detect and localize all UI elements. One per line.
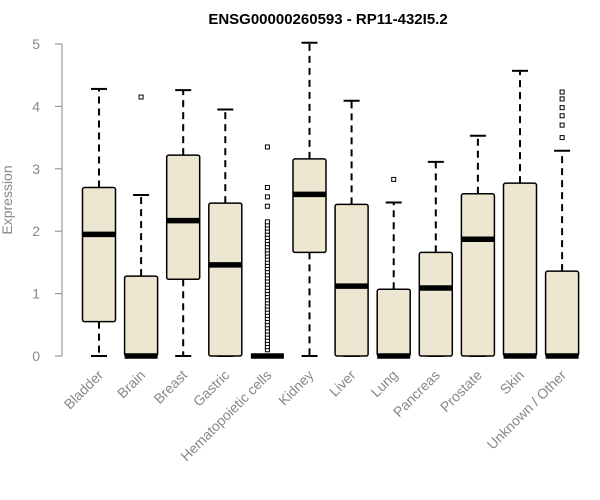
box-series (81, 41, 580, 359)
box-group (250, 144, 284, 359)
x-category-label: Skin (497, 367, 528, 398)
y-tick-label: 0 (32, 348, 40, 364)
x-category-label: Kidney (275, 367, 317, 409)
y-tick-label: 3 (32, 161, 40, 177)
outlier-point (264, 144, 270, 150)
box-group (502, 69, 538, 359)
box-body (418, 251, 454, 357)
x-category-label: Lung (367, 367, 400, 400)
box-group (334, 99, 369, 357)
outlier-point (559, 89, 565, 95)
box-body (460, 193, 496, 357)
outlier-point (264, 185, 270, 191)
box-body (544, 270, 580, 357)
chart-title: ENSG00000260593 - RP11-432I5.2 (208, 11, 447, 28)
y-tick-label: 1 (32, 286, 40, 302)
y-tick-label: 2 (32, 223, 40, 239)
outlier-point (559, 105, 565, 111)
x-category-label: Breast (150, 367, 190, 407)
y-axis: 0 1 2 3 4 5 (32, 36, 63, 364)
outlier-point (559, 113, 565, 119)
box-body (502, 182, 538, 357)
x-category-label: Unknown / Other (484, 367, 570, 453)
x-category-label: Liver (326, 367, 359, 400)
outlier-point (559, 122, 565, 128)
x-category-label: Bladder (61, 367, 107, 413)
box-group (292, 41, 327, 357)
outlier-point (138, 94, 144, 100)
outlier-point (264, 194, 270, 200)
outlier-point (264, 219, 270, 225)
box-group (123, 94, 159, 359)
box-body (165, 154, 201, 280)
box-group (165, 89, 201, 357)
box-body (208, 202, 243, 357)
box-group (544, 89, 580, 359)
box-group (81, 87, 117, 357)
outlier-point (559, 96, 565, 102)
box-group (418, 160, 454, 357)
y-tick-label: 5 (32, 36, 40, 52)
box-body (376, 288, 411, 357)
outlier-point (559, 135, 565, 141)
x-category-label: Prostate (437, 367, 485, 415)
y-tick-label: 4 (32, 98, 40, 114)
box-group (208, 108, 243, 357)
box-group (460, 134, 496, 357)
box-body (81, 186, 117, 323)
x-category-label: Brain (114, 367, 148, 401)
outlier-point (264, 203, 270, 209)
box-body (292, 158, 327, 254)
outlier-point (391, 176, 397, 182)
box-group (376, 176, 411, 359)
box-body (334, 203, 369, 357)
y-axis-label: Expression (0, 165, 15, 234)
box-body (123, 275, 159, 357)
x-category-label: Pancreas (390, 367, 443, 420)
